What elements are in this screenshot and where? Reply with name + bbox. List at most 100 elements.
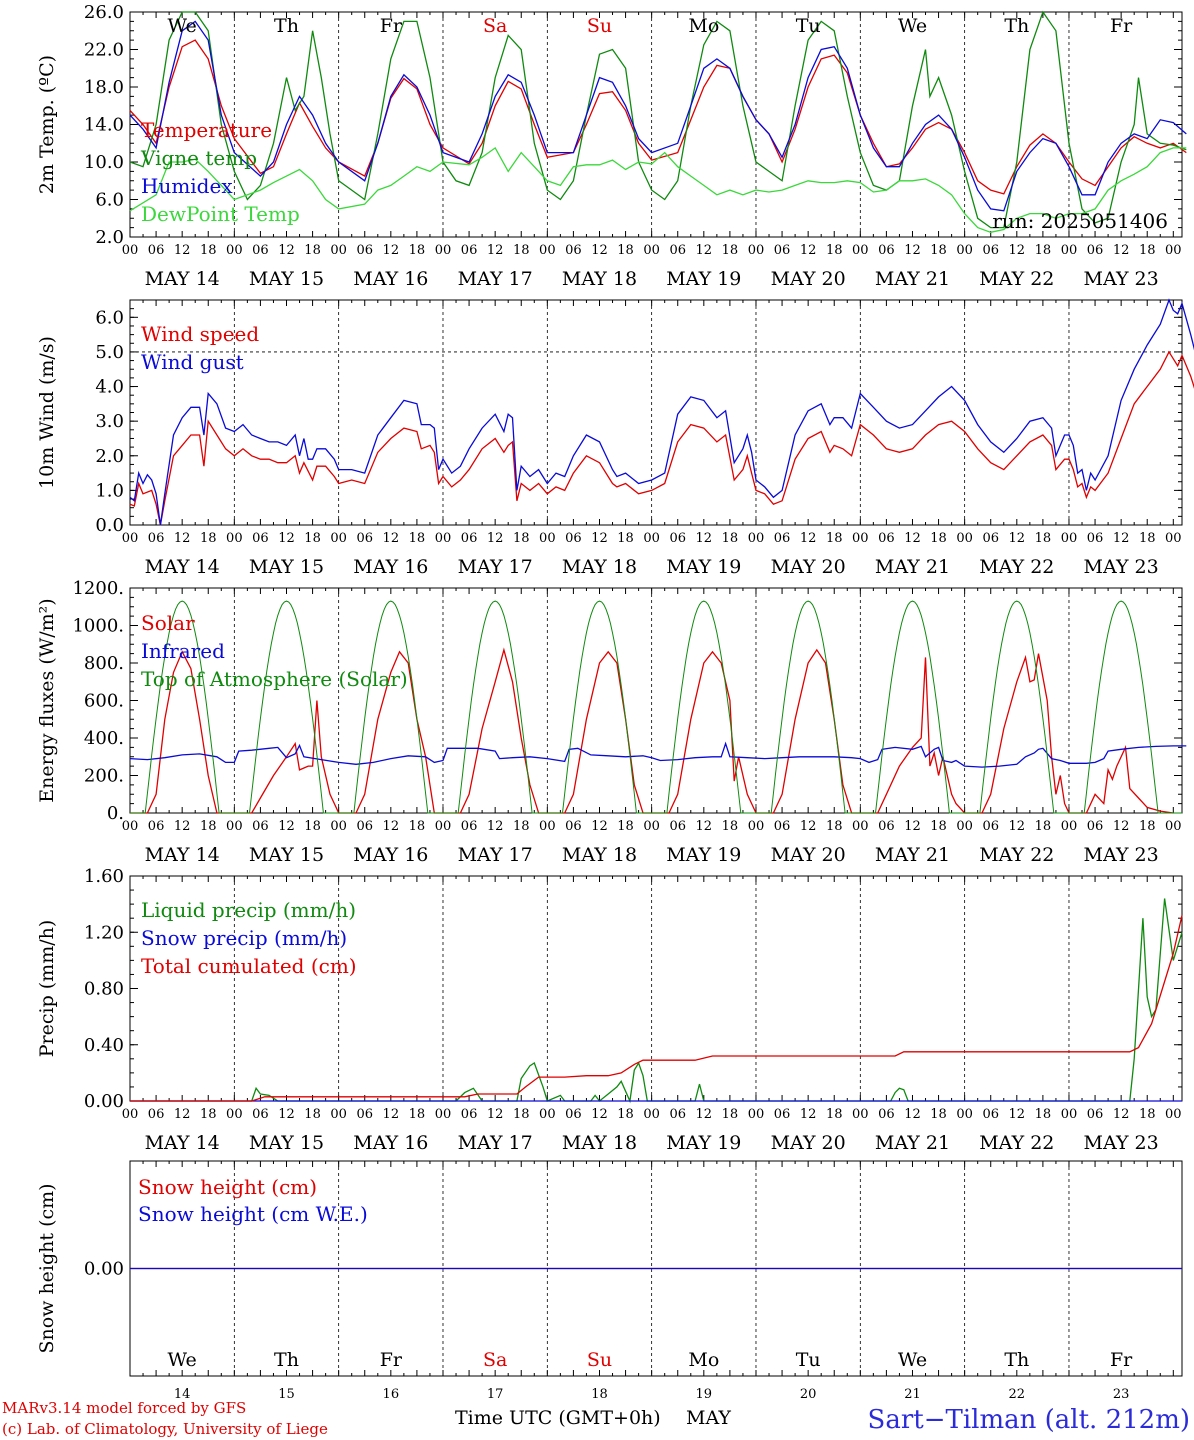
hour-label: 18 [617,819,634,834]
hour-label: 06 [669,243,686,258]
date-label: MAY 18 [562,844,637,866]
date-label: MAY 16 [353,1132,428,1154]
hour-label: 12 [591,1107,608,1122]
day-number: 17 [487,1387,504,1402]
hour-label: 00 [539,819,556,834]
series-infrared [129,741,1187,768]
hour-label: 00 [852,531,869,546]
hour-label: 12 [904,243,921,258]
hour-label: 18 [930,819,947,834]
day-number: 20 [800,1387,817,1402]
hour-label: 18 [826,531,843,546]
hour-label: 06 [356,819,373,834]
day-name: Th [274,15,299,37]
hour-label: 06 [565,531,582,546]
day-name: Sa [483,15,507,37]
hour-label: 06 [565,243,582,258]
hour-label: 12 [278,1107,295,1122]
y-tick-label: 0.40 [84,1035,124,1056]
hour-label: 00 [330,1107,347,1122]
hour-label: 00 [226,531,243,546]
hour-label: 06 [1087,243,1104,258]
date-label: MAY 15 [249,268,324,290]
hour-label: 18 [1139,243,1156,258]
date-label: MAY 17 [458,556,533,578]
hour-label: 18 [513,1107,530,1122]
hour-label: 18 [930,243,947,258]
y-tick-label: 600. [84,691,124,712]
series-wind-speed [129,350,1194,526]
hour-label: 00 [539,243,556,258]
x-axis-title: Time UTC (GMT+0h) [455,1407,661,1429]
hour-label: 12 [174,243,191,258]
hour-label: 00 [956,531,973,546]
series-humidex [129,20,1187,212]
y-tick-label: 1000. [72,616,124,637]
date-label: MAY 17 [458,844,533,866]
date-label: MAY 14 [145,268,220,290]
legend-wind-gust: Wind gust [141,350,244,374]
hour-label: 18 [409,243,426,258]
hour-label: 12 [1009,1107,1026,1122]
hour-label: 00 [956,1107,973,1122]
date-label: MAY 15 [249,844,324,866]
hour-label: 18 [826,1107,843,1122]
station-name: Sart−Tilman (alt. 212m) [868,1405,1190,1435]
y-tick-label: 200. [84,766,124,787]
legend-solar: Solar [141,611,195,635]
hour-label: 06 [356,243,373,258]
date-label: MAY 21 [875,556,950,578]
hour-label: 06 [982,243,999,258]
hour-label: 00 [122,531,139,546]
date-label: MAY 22 [979,556,1054,578]
panel-temperature: 2.0 6.0 10.0 14.0 18.0 22.0 26.0 2m Temp. (ºC) T… [36,2,1187,290]
hour-label: 18 [930,1107,947,1122]
date-label: MAY 22 [979,268,1054,290]
y-tick-label: 3.0 [95,411,124,432]
hour-label: 06 [148,531,165,546]
hour-label: 18 [722,819,739,834]
day-number: 18 [591,1387,608,1402]
panel-frame [129,299,1183,526]
day-name: We [898,15,927,37]
y-tick-label: 400. [84,728,124,749]
date-label: MAY 23 [1084,556,1159,578]
hour-label: 06 [982,531,999,546]
hour-label: 00 [435,531,452,546]
series-total-cumulated-cm [130,915,1183,1102]
date-label: MAY 22 [979,1132,1054,1154]
hour-label: 06 [565,819,582,834]
hour-label: 06 [461,1107,478,1122]
y-tick-label: 0.00 [84,1259,124,1280]
y-tick-label: 14.0 [84,115,124,136]
panel-frame [129,587,1183,814]
y-axis-label: Snow height (cm) [36,1183,58,1353]
date-label: MAY 23 [1084,268,1159,290]
series-temperature [129,39,1187,195]
hour-label: 06 [774,819,791,834]
hour-label: 12 [800,1107,817,1122]
hour-label: 12 [278,819,295,834]
day-number: 16 [383,1387,400,1402]
date-label: MAY 21 [875,844,950,866]
y-tick-label: 22.0 [84,40,124,61]
hour-label: 06 [669,531,686,546]
day-number: 14 [174,1387,191,1402]
series-solar [130,647,1174,814]
day-name: Su [587,15,612,37]
copyright: (c) Lab. of Climatology, University of L… [2,1420,328,1438]
date-label: MAY 20 [771,268,846,290]
day-number: 22 [1009,1387,1026,1402]
hour-label: 12 [1113,819,1130,834]
y-tick-label: 10.0 [84,152,124,173]
hour-label: 12 [904,819,921,834]
hour-label: 06 [878,1107,895,1122]
y-tick-label: 1.0 [95,480,124,501]
y-tick-label: 0.80 [84,979,124,1000]
hour-label: 00 [1165,531,1182,546]
hour-label: 18 [513,531,530,546]
hour-label: 18 [722,243,739,258]
hour-label: 12 [800,819,817,834]
legend-infrared: Infrared [141,639,225,663]
hour-label: 00 [956,819,973,834]
